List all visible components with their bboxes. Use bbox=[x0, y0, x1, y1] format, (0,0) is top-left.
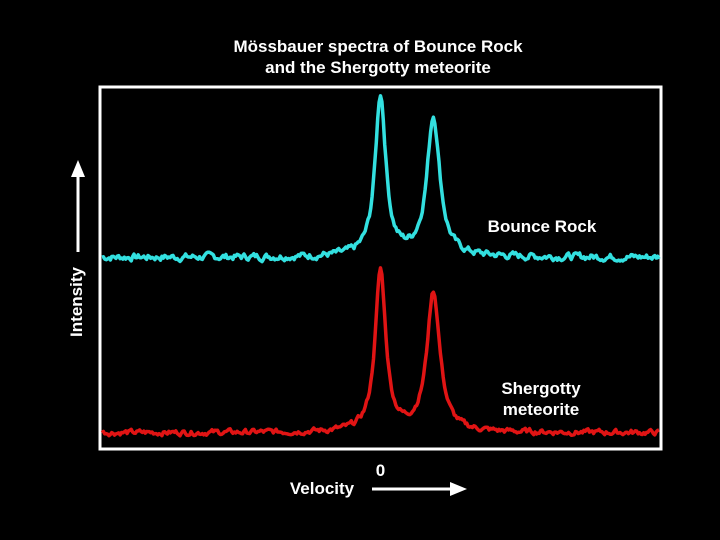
series-line-shergotty bbox=[100, 266, 660, 438]
series-line-bounce-rock bbox=[101, 94, 661, 264]
chart-title-line-2: and the Shergotty meteorite bbox=[265, 58, 491, 77]
chart-title-line-1: Mössbauer spectra of Bounce Rock bbox=[233, 37, 523, 56]
chart-title: Mössbauer spectra of Bounce Rock and the… bbox=[0, 36, 720, 78]
plot-frame bbox=[98, 85, 663, 451]
x-tick-label: 0 bbox=[376, 461, 385, 480]
series-label-bounce-rock: Bounce Rock bbox=[488, 217, 597, 236]
series-layer bbox=[100, 94, 661, 438]
y-axis-label: Intensity bbox=[67, 267, 86, 337]
x-axis-label: Velocity bbox=[290, 479, 355, 498]
series-label-shergotty-line-2: meteorite bbox=[503, 400, 580, 419]
series-label-shergotty-line-1: Shergotty bbox=[501, 379, 581, 398]
x-axis-arrowhead bbox=[450, 482, 467, 496]
y-axis-arrowhead bbox=[71, 160, 85, 177]
